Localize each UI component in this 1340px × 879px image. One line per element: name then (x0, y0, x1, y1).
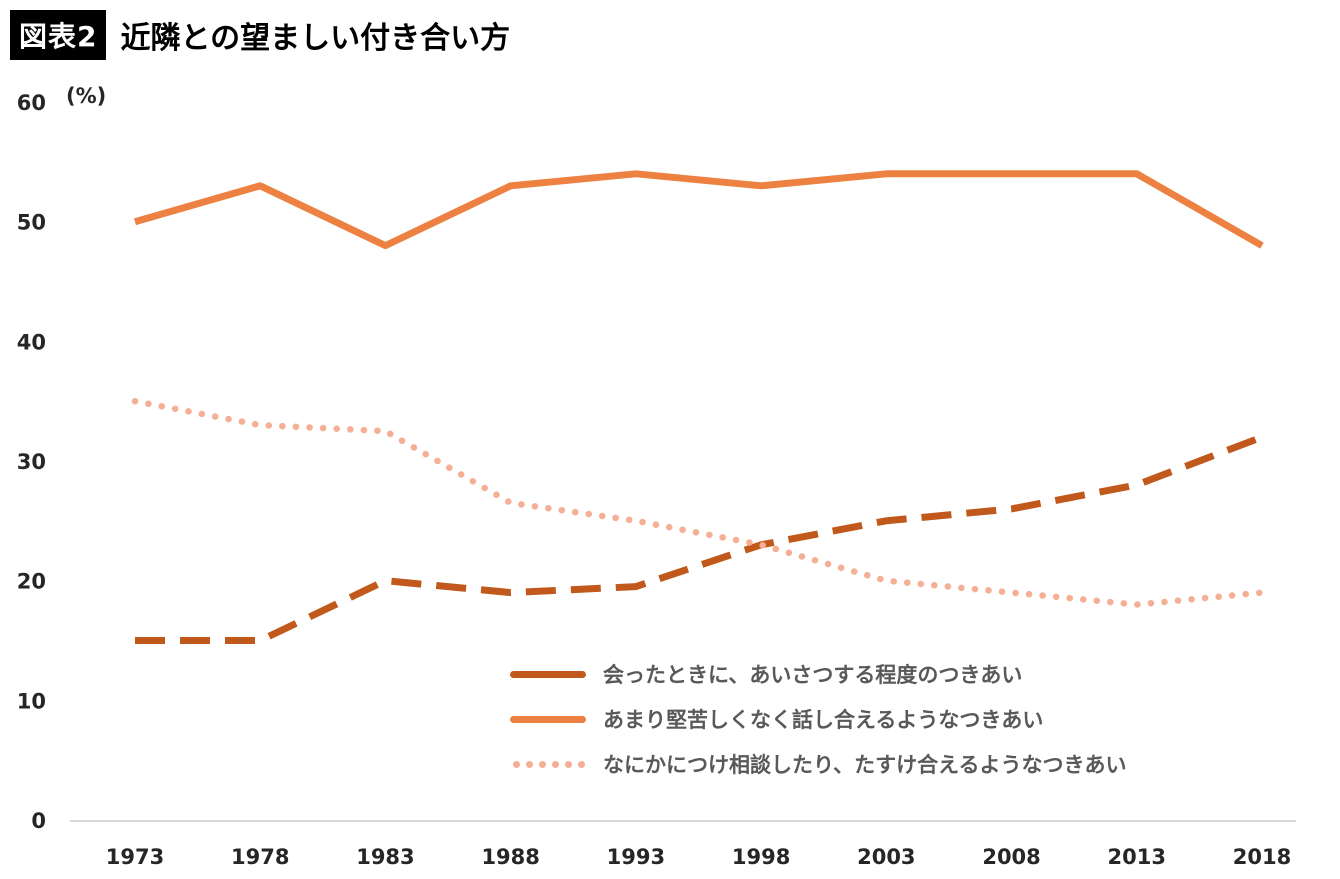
x-tick-label: 2003 (857, 845, 915, 869)
legend-item-consult-help: なにかにつけ相談したり、たすけ合えるようなつきあい (510, 750, 1127, 778)
chart-header: 図表2 近隣との望ましい付き合い方 (10, 10, 510, 60)
x-tick-label: 2018 (1233, 845, 1291, 869)
y-tick-label: 40 (17, 330, 46, 354)
series-line-solid (134, 170, 1264, 250)
y-tick-label: 60 (17, 91, 46, 115)
series-line-dotted (131, 397, 1266, 608)
x-tick-label: 2008 (982, 845, 1040, 869)
legend-item-greeting: 会ったときに、あいさつする程度のつきあい (510, 660, 1127, 688)
legend-label: 会ったときに、あいさつする程度のつきあい (603, 663, 1023, 687)
x-tick-label: 1983 (356, 845, 414, 869)
x-tick-label: 1973 (106, 845, 164, 869)
x-tick-label: 2013 (1108, 845, 1166, 869)
x-tick-label: 1988 (481, 845, 539, 869)
y-tick-label: 50 (17, 211, 46, 235)
figure-label-badge: 図表2 (10, 10, 107, 60)
y-tick-label: 30 (17, 450, 46, 474)
x-tick-label: 1978 (231, 845, 289, 869)
legend-item-casual-talk: あまり堅苦しくなく話し合えるようなつきあい (510, 705, 1127, 733)
chart-legend: 会ったときに、あいさつする程度のつきあい あまり堅苦しくなく話し合えるようなつき… (510, 660, 1127, 778)
dotted-line-sample-icon (510, 760, 586, 768)
solid-line-sample-icon (510, 715, 586, 723)
legend-label: なにかにつけ相談したり、たすけ合えるようなつきあい (603, 753, 1127, 777)
legend-label: あまり堅苦しくなく話し合えるようなつきあい (603, 708, 1044, 732)
y-axis-unit-label: (%) (66, 84, 107, 108)
series-line-dashed (135, 433, 1264, 644)
y-tick-label: 20 (17, 570, 46, 594)
y-tick-label: 0 (31, 809, 46, 833)
page-title: 近隣との望ましい付き合い方 (120, 21, 511, 56)
x-tick-label: 1998 (732, 845, 790, 869)
x-tick-label: 1993 (607, 845, 665, 869)
y-tick-label: 10 (17, 689, 46, 713)
dashed-line-sample-icon (510, 670, 586, 678)
